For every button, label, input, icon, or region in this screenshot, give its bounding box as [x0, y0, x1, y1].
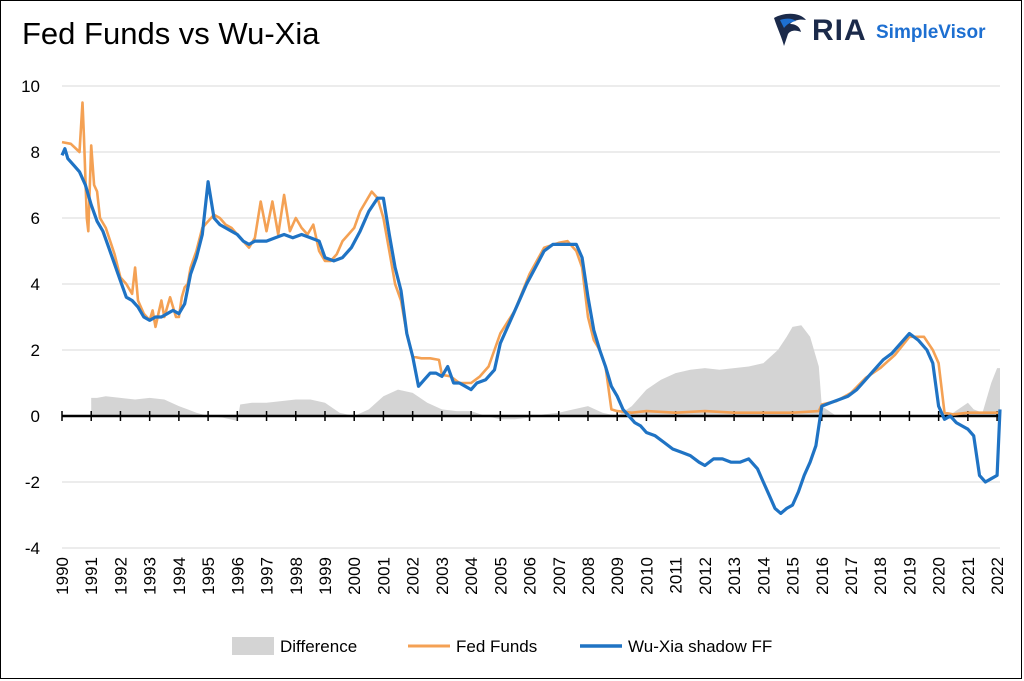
x-tick-label: 1990: [53, 557, 72, 595]
series-lines-layer: [60, 101, 1002, 515]
eagle-icon: [774, 13, 806, 47]
x-tick-label: 2010: [637, 557, 656, 595]
x-tick-label: 2012: [696, 557, 715, 595]
y-tick-label: 6: [31, 209, 40, 228]
x-tick-label: 1996: [228, 557, 247, 595]
y-tick-label: 4: [31, 275, 40, 294]
x-tick-label: 2018: [871, 557, 890, 595]
legend-label-difference: Difference: [280, 637, 357, 656]
y-tick-label: 8: [31, 143, 40, 162]
legend-label-fed-funds: Fed Funds: [456, 637, 537, 656]
x-tick-label: 2017: [842, 557, 861, 595]
product-name: SimpleVisor: [876, 22, 986, 43]
x-tick-label: 2021: [959, 557, 978, 595]
y-axis-ticks: -4 -2 0 2 4 6 8 10: [21, 77, 40, 558]
y-tick-label: 10: [21, 77, 40, 96]
difference-area-layer: [91, 325, 1000, 421]
x-tick-label: 1997: [258, 557, 277, 595]
x-tick-label: 2000: [345, 557, 364, 595]
x-tick-label: 1992: [111, 557, 130, 595]
y-tick-label: 2: [31, 341, 40, 360]
x-tick-label: 1998: [287, 557, 306, 595]
x-tick-label: 1994: [170, 557, 189, 595]
x-tick-label: 1993: [141, 557, 160, 595]
series-line-1: [61, 101, 1000, 416]
x-axis-ticks: 1990 1991 1992 1993 1994 1995 1996 1997 1998 1999…: [53, 557, 1007, 595]
brand-name: RIA: [812, 14, 867, 47]
series-line-2: [60, 147, 1002, 515]
x-tick-label: 2019: [900, 557, 919, 595]
series-difference-area: [91, 325, 1000, 421]
x-tick-label: 2013: [725, 557, 744, 595]
x-tick-label: 2008: [579, 557, 598, 595]
y-tick-label: 0: [31, 407, 40, 426]
legend: Difference Fed Funds Wu-Xia shadow FF: [232, 637, 772, 656]
x-tick-label: 2015: [784, 557, 803, 595]
x-tick-label: 1995: [199, 557, 218, 595]
x-tick-label: 2014: [754, 557, 773, 595]
x-tick-label: 2007: [550, 557, 569, 595]
brand-logo: RIA SimpleVisor: [768, 8, 1008, 52]
x-tick-label: 1999: [316, 557, 335, 595]
y-tick-label: -2: [25, 473, 40, 492]
x-tick-label: 2011: [667, 557, 686, 594]
x-tick-label: 2004: [462, 557, 481, 595]
chart-title: Fed Funds vs Wu-Xia: [22, 16, 320, 51]
x-tick-label: 1991: [82, 557, 101, 595]
x-tick-label: 2022: [988, 557, 1007, 595]
gridlines: [62, 85, 1000, 549]
x-tick-label: 2002: [404, 557, 423, 595]
zero-axis-layer: [61, 411, 1000, 421]
legend-swatch-difference: [232, 637, 274, 655]
y-tick-label: -4: [25, 539, 40, 558]
x-tick-label: 2001: [374, 557, 393, 595]
x-tick-label: 2009: [608, 557, 627, 595]
x-tick-label: 2005: [491, 557, 510, 595]
x-tick-label: 2020: [930, 557, 949, 595]
x-tick-label: 2016: [813, 557, 832, 595]
x-tick-label: 2006: [521, 557, 540, 595]
legend-label-wu-xia: Wu-Xia shadow FF: [628, 637, 772, 656]
x-tick-label: 2003: [433, 557, 452, 595]
